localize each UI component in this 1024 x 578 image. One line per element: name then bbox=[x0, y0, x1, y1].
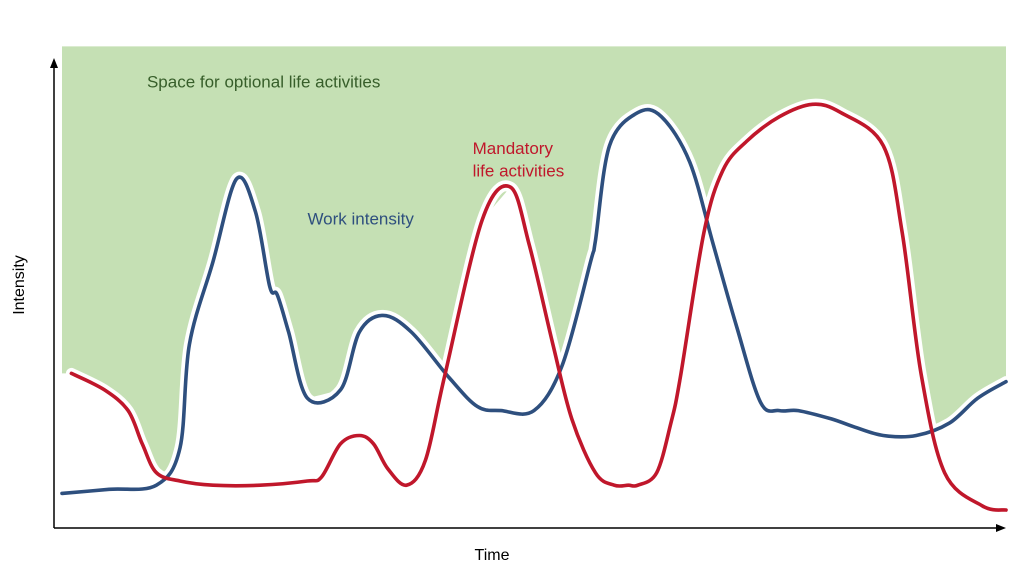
annotation-label: Space for optional life activities bbox=[147, 73, 380, 92]
series-lines bbox=[56, 98, 1012, 516]
x-axis-arrow bbox=[996, 524, 1006, 532]
series-line-1 bbox=[69, 102, 1008, 512]
y-axis-arrow bbox=[50, 58, 58, 68]
y-axis-title: Intensity bbox=[11, 255, 28, 315]
annotation-label: Mandatory bbox=[473, 139, 554, 158]
axes bbox=[50, 58, 1006, 532]
x-axis-title: Time bbox=[475, 547, 510, 564]
annotations: Space for optional life activities Work i… bbox=[147, 73, 564, 229]
annotation-label: life activities bbox=[473, 162, 565, 181]
series-line-0 bbox=[60, 107, 1008, 496]
annotation-label: Work intensity bbox=[307, 209, 414, 228]
